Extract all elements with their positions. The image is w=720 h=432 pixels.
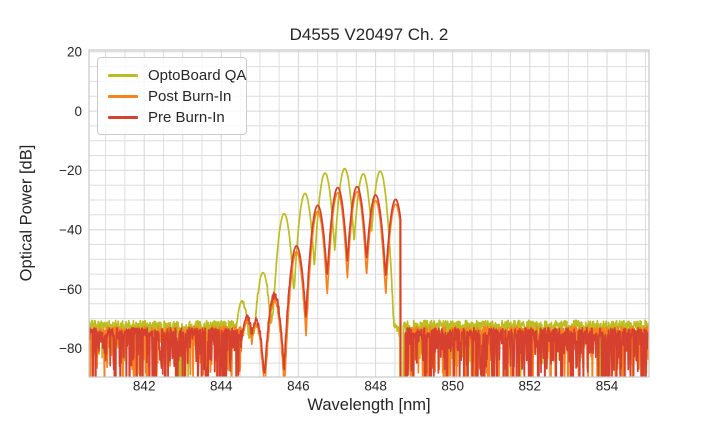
x-tick-label: 850 (441, 379, 464, 394)
x-tick-label: 852 (519, 379, 542, 394)
y-tick-label: −80 (59, 341, 82, 356)
y-axis-label: Optical Power [dB] (17, 144, 36, 282)
legend-line-pre-burn-in (108, 116, 138, 119)
series-lines (89, 167, 649, 377)
legend-item: Pre Burn-In (98, 107, 246, 128)
x-tick-label: 844 (210, 379, 233, 394)
legend-line-optoboard-qa (108, 74, 138, 77)
legend-label: Post Burn-In (148, 88, 232, 105)
x-tick-label: 848 (364, 379, 387, 394)
y-tick-label: 0 (74, 104, 82, 119)
legend-label: Pre Burn-In (148, 109, 225, 126)
x-tick-label: 854 (596, 379, 619, 394)
y-tick-label: −40 (59, 223, 82, 238)
legend-item: Post Burn-In (98, 86, 246, 107)
legend: OptoBoard QA Post Burn-In Pre Burn-In (97, 57, 247, 135)
y-tick-label: −20 (59, 163, 82, 178)
y-tick-label: 20 (67, 45, 82, 60)
legend-item: OptoBoard QA (98, 65, 246, 86)
chart-title: D4555 V20497 Ch. 2 (289, 25, 449, 44)
x-axis-label: Wavelength [nm] (307, 396, 431, 414)
axes-spines (88, 49, 650, 378)
x-tick-label: 842 (133, 379, 156, 394)
legend-label: OptoBoard QA (148, 67, 247, 84)
x-tick-label: 846 (287, 379, 310, 394)
y-tick-label: −60 (59, 282, 82, 297)
tick-labels: 842 844 846 848 850 852 854 20 0 −20 −40 −60 −80 (59, 45, 619, 394)
legend-line-post-burn-in (108, 95, 138, 98)
series-line-pre-burn-in (89, 185, 649, 377)
series-line-post-burn-in (89, 190, 649, 377)
